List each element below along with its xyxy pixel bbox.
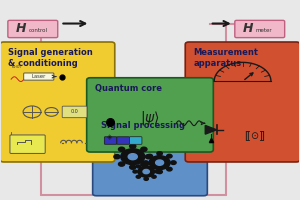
- FancyBboxPatch shape: [24, 73, 54, 80]
- FancyBboxPatch shape: [117, 137, 129, 144]
- Text: 0.0: 0.0: [70, 109, 78, 114]
- Text: $|\psi\rangle$: $|\psi\rangle$: [140, 109, 160, 127]
- FancyBboxPatch shape: [87, 78, 213, 152]
- Circle shape: [143, 161, 148, 164]
- Text: Signal processing: Signal processing: [101, 121, 185, 130]
- FancyBboxPatch shape: [10, 135, 45, 153]
- Circle shape: [128, 154, 137, 160]
- Circle shape: [157, 152, 162, 155]
- Circle shape: [147, 167, 153, 171]
- Circle shape: [130, 144, 136, 148]
- Circle shape: [155, 170, 159, 173]
- Circle shape: [144, 177, 148, 180]
- Circle shape: [149, 156, 170, 170]
- FancyBboxPatch shape: [129, 137, 142, 144]
- Text: H: H: [243, 22, 254, 35]
- Circle shape: [138, 166, 154, 177]
- Circle shape: [171, 161, 176, 164]
- FancyBboxPatch shape: [104, 137, 117, 144]
- Text: Quantum core: Quantum core: [95, 84, 162, 93]
- Circle shape: [167, 167, 172, 171]
- Text: control: control: [28, 28, 47, 33]
- Circle shape: [118, 162, 125, 166]
- FancyBboxPatch shape: [0, 42, 115, 162]
- Circle shape: [144, 163, 148, 166]
- Text: Measurement
apparatus: Measurement apparatus: [193, 48, 258, 68]
- Text: H: H: [16, 22, 27, 35]
- FancyBboxPatch shape: [185, 42, 300, 162]
- Circle shape: [156, 160, 164, 165]
- Circle shape: [121, 149, 145, 165]
- Circle shape: [143, 169, 149, 174]
- Circle shape: [136, 165, 140, 168]
- Circle shape: [136, 175, 140, 178]
- Circle shape: [118, 147, 125, 151]
- Circle shape: [114, 155, 120, 159]
- Text: meter: meter: [255, 28, 272, 33]
- Text: ◈: ◈: [107, 134, 112, 140]
- Text: Laser: Laser: [32, 74, 46, 79]
- Text: $K_z(0)$: $K_z(0)$: [11, 64, 22, 71]
- Circle shape: [141, 147, 147, 151]
- Circle shape: [130, 165, 136, 169]
- FancyBboxPatch shape: [93, 115, 207, 196]
- Circle shape: [133, 170, 137, 173]
- Circle shape: [152, 165, 156, 168]
- Polygon shape: [205, 125, 217, 134]
- FancyBboxPatch shape: [8, 20, 58, 38]
- Circle shape: [146, 155, 152, 159]
- Circle shape: [152, 175, 156, 178]
- Circle shape: [157, 170, 162, 174]
- Text: Signal generation
& conditioning: Signal generation & conditioning: [8, 48, 93, 68]
- FancyBboxPatch shape: [62, 106, 87, 118]
- Circle shape: [141, 162, 147, 166]
- Text: $[\![\odot]\!]$: $[\![\odot]\!]$: [244, 129, 265, 143]
- Circle shape: [167, 154, 172, 158]
- Circle shape: [147, 154, 153, 158]
- FancyBboxPatch shape: [235, 20, 285, 38]
